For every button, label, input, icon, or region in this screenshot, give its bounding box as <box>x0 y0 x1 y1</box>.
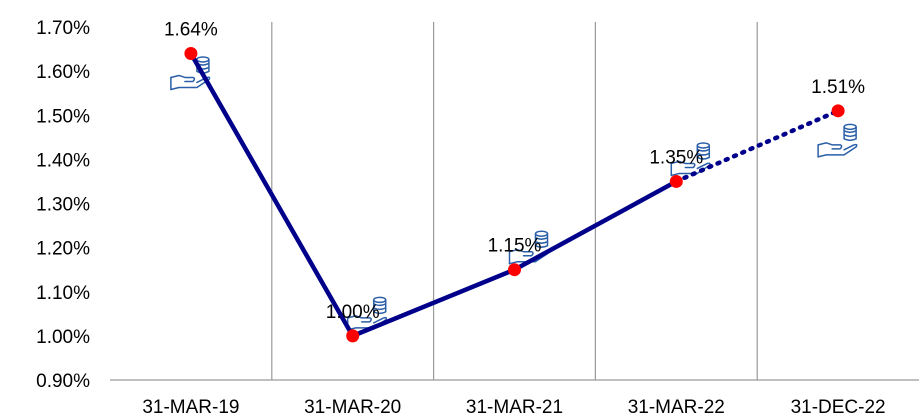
y-tick-label: 1.40% <box>36 150 90 171</box>
hand-holding-coins-icon <box>817 123 858 158</box>
y-tick-label: 1.00% <box>36 327 90 348</box>
y-tick-label: 1.60% <box>36 62 90 83</box>
series-points <box>184 46 845 343</box>
data-point <box>831 104 845 118</box>
y-tick-label: 1.70% <box>36 18 90 39</box>
x-tick-label: 31-MAR-19 <box>142 397 239 418</box>
x-tick-label: 31-MAR-21 <box>466 397 563 418</box>
y-tick-label: 1.50% <box>36 106 90 127</box>
data-point <box>184 46 198 60</box>
y-tick-label: 1.30% <box>36 195 90 216</box>
data-point <box>508 263 521 277</box>
data-label: 1.15% <box>488 236 542 257</box>
data-labels: 1.64% 1.00% 1.15% 1.35% 1.51% <box>164 19 865 322</box>
y-tick-label: 0.90% <box>36 371 90 392</box>
data-point <box>346 329 360 343</box>
data-label: 1.00% <box>326 302 380 323</box>
y-tick-label: 1.20% <box>36 239 90 260</box>
data-point <box>669 174 683 188</box>
y-tick-label: 1.10% <box>36 283 90 304</box>
data-label: 1.64% <box>164 19 218 40</box>
series-line <box>188 52 841 339</box>
series-line-projected <box>674 108 841 184</box>
chart-grid <box>110 22 919 381</box>
x-tick-label: 31-MAR-20 <box>304 397 401 418</box>
x-tick-label: 31-DEC-22 <box>791 397 886 418</box>
y-axis: 0.90% 1.00% 1.10% 1.20% 1.30% 1.40% 1.50% 1.60%… <box>36 18 90 392</box>
x-tick-label: 31-MAR-22 <box>628 397 725 418</box>
marker-icons <box>170 56 858 331</box>
x-axis: 31-MAR-19 31-MAR-20 31-MAR-21 31-MAR-22 31-D… <box>142 397 885 418</box>
data-label: 1.51% <box>811 77 865 98</box>
series-line-solid <box>188 52 678 339</box>
data-label: 1.35% <box>649 147 703 168</box>
